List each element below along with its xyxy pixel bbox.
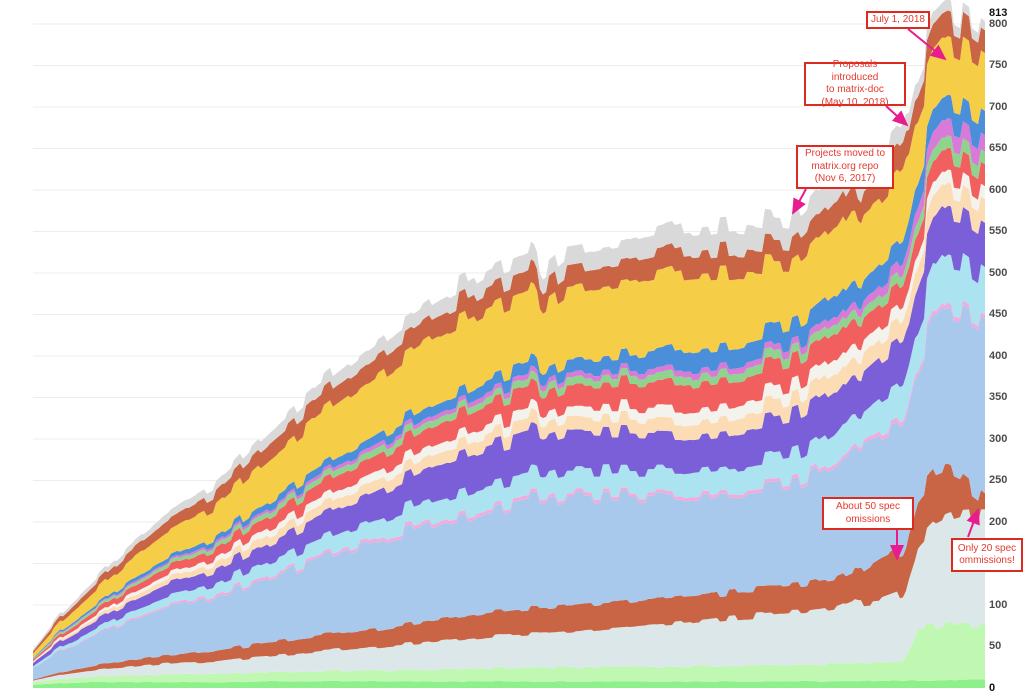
annotation-projects-moved: Projects moved to matrix.org repo (Nov 6, … — [796, 145, 894, 189]
series-bottom-green — [33, 679, 985, 688]
y-tick-label-813: 813 — [989, 6, 1008, 19]
series-pale-green — [33, 621, 985, 685]
series-light-cyan — [33, 253, 985, 668]
annotation-text: About 50 spec omissions — [836, 501, 900, 525]
y-tick-label-700: 700 — [989, 100, 1008, 113]
y-tick-label-300: 300 — [989, 432, 1008, 445]
series-yellow — [33, 36, 985, 659]
annotation-arrow-projects-moved — [792, 188, 807, 215]
y-tick-label-250: 250 — [989, 474, 1008, 486]
y-tick-label-200: 200 — [989, 515, 1008, 528]
series-light-blue — [33, 304, 985, 680]
y-tick-label-750: 750 — [989, 59, 1008, 71]
series-purple — [33, 205, 985, 667]
annotation-arrow-only-20-omissions — [966, 508, 980, 538]
annotation-july-1-2018: July 1, 2018 — [866, 11, 930, 29]
y-tick-label-550: 550 — [989, 225, 1008, 237]
series-red — [33, 147, 985, 662]
annotation-text: Proposals introduced to matrix-doc (May 10… — [821, 59, 889, 108]
y-tick-label-450: 450 — [989, 308, 1008, 320]
annotation-proposals-matrix-doc: Proposals introduced to matrix-doc (May 10… — [804, 59, 906, 108]
annotation-only-20-omissions: Only 20 spec ommissions! — [951, 538, 1023, 572]
y-tick-label-0: 0 — [989, 681, 996, 691]
y-tick-label-650: 650 — [989, 142, 1008, 154]
y-tick-label-500: 500 — [989, 266, 1008, 279]
annotation-arrows — [792, 28, 980, 561]
annotation-text: Only 20 spec ommissions! — [957, 542, 1017, 567]
annotation-arrow-july-1-2018 — [907, 28, 947, 61]
annotation-about-50-omissions: About 50 spec omissions — [822, 497, 914, 530]
annotation-arrow-proposals-matrix-doc — [885, 105, 909, 127]
annotation-text: July 1, 2018 — [871, 13, 925, 25]
y-tick-label-400: 400 — [989, 349, 1008, 362]
area-bands — [33, 0, 985, 688]
series-peach — [33, 182, 985, 664]
y-tick-label-600: 600 — [989, 183, 1008, 196]
y-tick-label-800: 800 — [989, 17, 1008, 30]
annotation-text: Projects moved to matrix.org repo (Nov 6, … — [804, 148, 886, 185]
y-tick-label-100: 100 — [989, 598, 1008, 611]
y-tick-label-50: 50 — [989, 640, 1002, 652]
y-tick-label-350: 350 — [989, 391, 1008, 403]
series-pale-blue-gray — [33, 509, 985, 683]
